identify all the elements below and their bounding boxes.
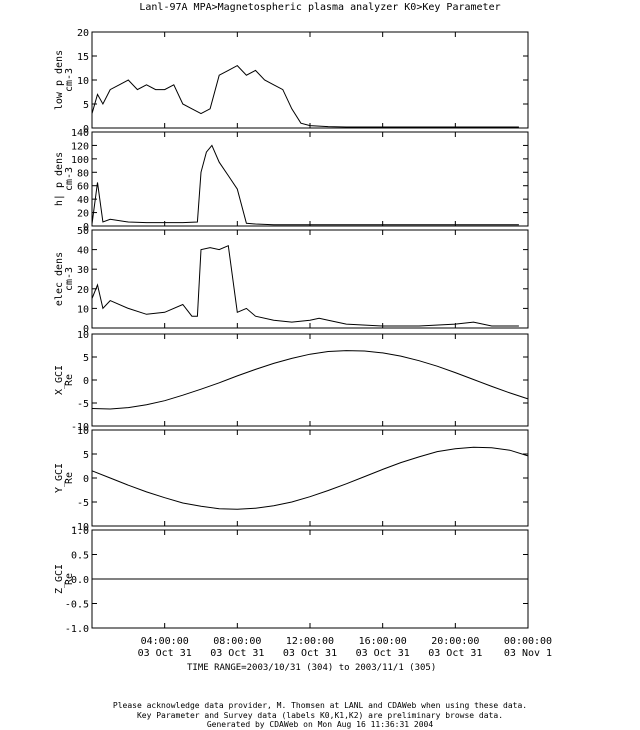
y-tick-label: 1.0 — [71, 526, 89, 537]
y-axis-label-5: Y_GCI — [54, 463, 65, 493]
footer-line-1: Please acknowledge data provider, M. Tho… — [112, 701, 528, 710]
y-tick-label: 80 — [77, 168, 89, 179]
x-tick-date-label: 03 Oct 31 — [356, 648, 410, 659]
y-axis-unit-5: Re — [64, 472, 75, 484]
y-tick-label: 10 — [77, 304, 89, 315]
x-tick-time-label: 04:00:00 — [141, 636, 189, 647]
y-tick-label: 120 — [71, 141, 89, 152]
y-tick-label: 60 — [77, 182, 89, 193]
series-line-3 — [91, 244, 519, 327]
x-tick-time-label: 12:00:00 — [286, 636, 334, 647]
series-line-2 — [91, 144, 519, 226]
y-tick-label: 10 — [77, 330, 89, 341]
y-tick-label: -5 — [77, 498, 89, 509]
panel-frame-4 — [91, 333, 529, 427]
x-tick-date-label: 03 Oct 31 — [210, 648, 264, 659]
y-tick-label: 20 — [77, 209, 89, 220]
x-tick-date-label: 03 Oct 31 — [283, 648, 337, 659]
series-line-5 — [91, 446, 529, 510]
y-tick-label: 0 — [83, 124, 89, 135]
y-tick-label: 0 — [83, 222, 89, 233]
x-tick-time-label: 08:00:00 — [213, 636, 261, 647]
y-tick-label: 20 — [77, 285, 89, 296]
y-axis-label-4: X_GCI — [54, 365, 65, 395]
y-axis-label-3: elec dens — [54, 252, 65, 306]
y-tick-label: 10 — [77, 76, 89, 87]
y-tick-label: 40 — [77, 246, 89, 257]
y-tick-label: 140 — [71, 128, 89, 139]
y-tick-label: 5 — [83, 450, 89, 461]
footer-line-2: Key Parameter and Survey data (labels K0… — [136, 711, 504, 720]
panel-frame-2 — [91, 131, 529, 227]
y-tick-label: 50 — [77, 226, 89, 237]
y-axis-label-2: h| p dens — [54, 152, 65, 206]
panel-frame-5 — [91, 429, 529, 527]
x-tick-date-label: 03 Oct 31 — [138, 648, 192, 659]
y-tick-label: 30 — [77, 265, 89, 276]
chart-title: Lanl-97A MPA>Magnetospheric plasma analy… — [139, 2, 501, 13]
y-tick-label: 5 — [83, 100, 89, 111]
y-axis-unit-6: Re — [64, 573, 75, 585]
y-tick-label: -10 — [71, 522, 89, 533]
y-tick-label: 0.5 — [71, 551, 89, 562]
panel-frame-1 — [91, 31, 529, 129]
footer-line-3: Generated by CDAWeb on Mon Aug 16 11:36:… — [206, 720, 434, 729]
x-tick-date-label: 03 Oct 31 — [428, 648, 482, 659]
y-tick-label: -5 — [77, 399, 89, 410]
x-tick-time-label: 20:00:00 — [431, 636, 479, 647]
y-tick-label: -1.0 — [65, 624, 89, 635]
y-tick-label: 0.0 — [71, 575, 89, 586]
y-tick-label: 10 — [77, 426, 89, 437]
y-tick-label: 100 — [71, 155, 89, 166]
y-axis-unit-4: Re — [64, 374, 75, 386]
y-axis-unit-1: cm-3 — [64, 68, 75, 92]
y-tick-label: -10 — [71, 422, 89, 433]
y-tick-label: -0.5 — [65, 600, 89, 611]
y-tick-label: 5 — [83, 353, 89, 364]
y-tick-label: 40 — [77, 195, 89, 206]
y-axis-label-6: Z_GCI — [54, 564, 65, 594]
y-axis-unit-3: cm-3 — [64, 267, 75, 291]
y-tick-label: 0 — [83, 474, 89, 485]
y-axis-label-1: low p dens — [54, 50, 65, 110]
series-line-1 — [91, 64, 519, 128]
y-tick-label: 0 — [83, 324, 89, 335]
x-tick-date-label: 03 Nov 1 — [504, 648, 552, 659]
x-tick-time-label: 16:00:00 — [359, 636, 407, 647]
x-tick-time-label: 00:00:00 — [504, 636, 552, 647]
y-tick-label: 20 — [77, 28, 89, 39]
series-line-4 — [91, 350, 529, 410]
y-tick-label: 15 — [77, 52, 89, 63]
time-range-label: TIME RANGE=2003/10/31 (304) to 2003/11/1… — [187, 663, 437, 673]
y-tick-label: 0 — [83, 376, 89, 387]
y-axis-unit-2: cm-3 — [64, 167, 75, 191]
